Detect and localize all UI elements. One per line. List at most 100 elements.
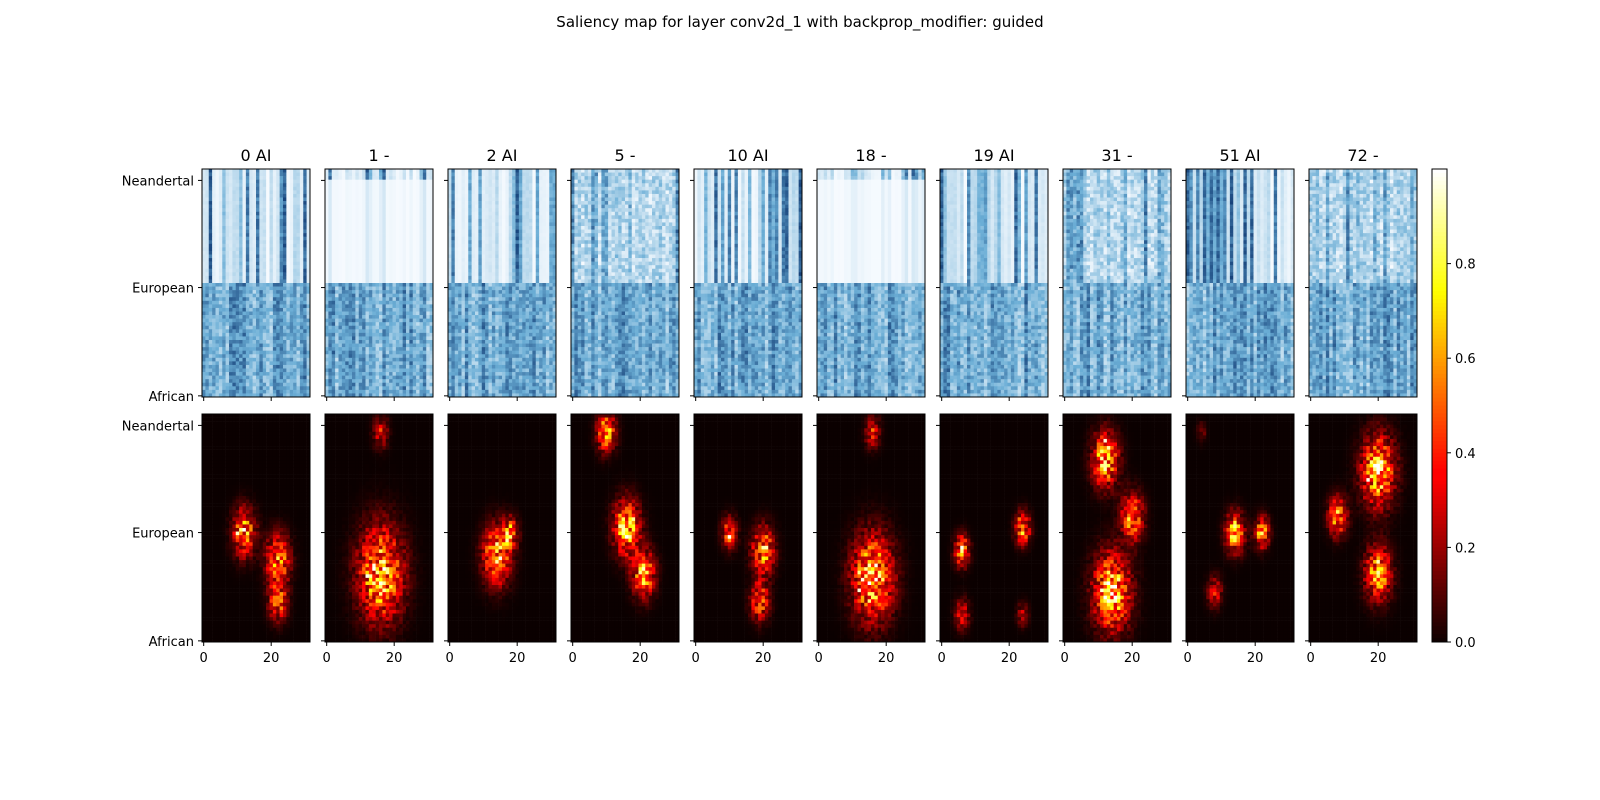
input-cell <box>202 222 206 226</box>
saliency-cell <box>266 578 270 582</box>
input-cell <box>283 194 287 198</box>
input-cell <box>293 173 297 177</box>
input-cell <box>256 176 260 180</box>
input-cell <box>386 258 390 262</box>
input-cell <box>222 383 226 387</box>
saliency-cell <box>303 507 307 511</box>
saliency-cell <box>266 528 270 532</box>
input-cell <box>286 276 290 280</box>
input-cell <box>256 315 260 319</box>
input-cell <box>246 297 250 301</box>
saliency-cell <box>266 425 270 429</box>
input-cell <box>212 258 216 262</box>
saliency-cell <box>286 567 290 571</box>
input-cell <box>205 279 209 283</box>
input-cell <box>232 219 236 223</box>
input-cell <box>243 205 247 209</box>
input-cell <box>243 187 247 191</box>
input-cell <box>297 269 301 273</box>
saliency-cell <box>263 503 267 507</box>
saliency-cell <box>273 428 277 432</box>
input-cell <box>300 297 304 301</box>
saliency-cell <box>290 628 294 632</box>
saliency-cell <box>239 446 243 450</box>
saliency-cell <box>222 421 226 425</box>
input-cell <box>286 183 290 187</box>
input-cell <box>253 347 257 351</box>
saliency-cell <box>256 631 260 635</box>
saliency-cell <box>236 589 240 593</box>
saliency-cell <box>212 457 216 461</box>
input-cell <box>253 390 257 394</box>
saliency-cell <box>246 471 250 475</box>
input-cell <box>335 169 339 173</box>
input-cell <box>263 322 267 326</box>
saliency-cell <box>229 510 233 514</box>
input-cell <box>236 205 240 209</box>
input-cell <box>273 376 277 380</box>
saliency-cell <box>232 464 236 468</box>
input-cell <box>379 212 383 216</box>
input-cell <box>212 290 216 294</box>
input-cell <box>332 262 336 266</box>
saliency-cell <box>270 528 274 532</box>
input-cell <box>222 369 226 373</box>
saliency-cell <box>246 435 250 439</box>
input-cell <box>369 255 373 259</box>
input-cell <box>205 294 209 298</box>
saliency-cell <box>259 453 263 457</box>
saliency-cell <box>286 521 290 525</box>
saliency-cell <box>222 610 226 614</box>
saliency-cell <box>219 571 223 575</box>
saliency-cell <box>239 428 243 432</box>
input-cell <box>303 198 307 202</box>
input-cell <box>205 226 209 230</box>
input-cell <box>386 183 390 187</box>
input-cell <box>293 276 297 280</box>
input-cell <box>222 308 226 312</box>
input-cell <box>249 365 253 369</box>
input-cell <box>290 194 294 198</box>
saliency-cell <box>273 557 277 561</box>
saliency-cell <box>232 599 236 603</box>
saliency-cell <box>212 621 216 625</box>
input-cell <box>393 240 397 244</box>
input-cell <box>406 212 410 216</box>
saliency-cell <box>253 464 257 468</box>
saliency-cell <box>205 492 209 496</box>
input-cell <box>362 219 366 223</box>
input-cell <box>256 372 260 376</box>
input-cell <box>232 283 236 287</box>
input-cell <box>266 187 270 191</box>
saliency-cell <box>209 471 213 475</box>
saliency-cell <box>297 532 301 536</box>
input-cell <box>339 240 343 244</box>
saliency-cell <box>270 439 274 443</box>
input-cell <box>328 230 332 234</box>
input-cell <box>300 312 304 316</box>
saliency-cell <box>273 589 277 593</box>
input-cell <box>396 244 400 248</box>
saliency-cell <box>280 574 284 578</box>
input-cell <box>205 230 209 234</box>
saliency-cell <box>226 535 230 539</box>
input-cell <box>349 176 353 180</box>
saliency-cell <box>209 599 213 603</box>
input-cell <box>236 354 240 358</box>
input-cell <box>219 233 223 237</box>
saliency-cell <box>202 631 206 635</box>
input-cell <box>205 322 209 326</box>
input-cell <box>406 222 410 226</box>
saliency-cell <box>273 467 277 471</box>
input-cell <box>283 190 287 194</box>
input-cell <box>325 173 329 177</box>
saliency-cell <box>293 524 297 528</box>
input-cell <box>222 301 226 305</box>
input-cell <box>359 262 363 266</box>
saliency-cell <box>266 432 270 436</box>
input-cell <box>209 272 213 276</box>
input-cell <box>290 187 294 191</box>
input-cell <box>266 308 270 312</box>
saliency-cell <box>280 624 284 628</box>
saliency-cell <box>246 446 250 450</box>
